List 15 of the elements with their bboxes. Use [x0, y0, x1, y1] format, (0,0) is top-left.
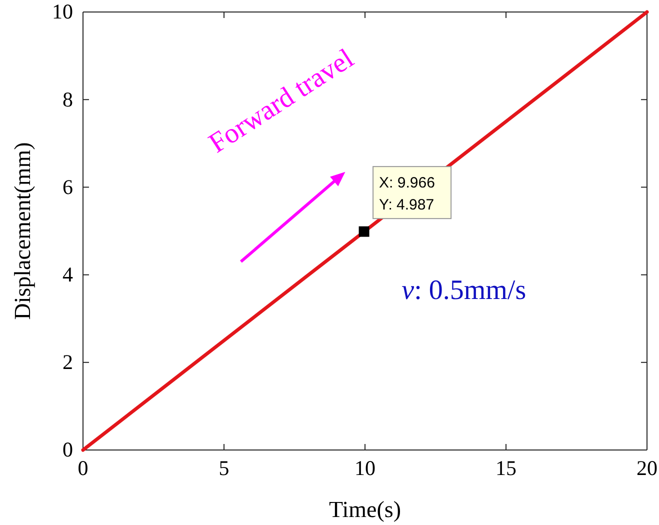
annotation: X: 9.966 Y: 4.987	[379, 174, 435, 214]
y-axis-title: Displacement(mm)	[10, 142, 35, 320]
y-tick-label: 6	[62, 174, 73, 199]
x-tick-label: 5	[218, 456, 230, 480]
x-axis-title: Time(s)	[329, 497, 401, 522]
x-tick-label: 0	[78, 456, 88, 480]
annotation: v: 0.5mm/s	[402, 274, 526, 306]
y-tick-label: 4	[62, 262, 74, 287]
x-tick-label: 15	[496, 456, 516, 480]
y-tick-label: 10	[52, 0, 73, 24]
y-tick-label: 8	[62, 87, 73, 112]
x-tick-label: 20	[636, 456, 658, 480]
x-tick-label: 10	[354, 456, 376, 480]
y-tick-label: 2	[62, 350, 73, 374]
y-tick-label: 0	[62, 438, 73, 462]
